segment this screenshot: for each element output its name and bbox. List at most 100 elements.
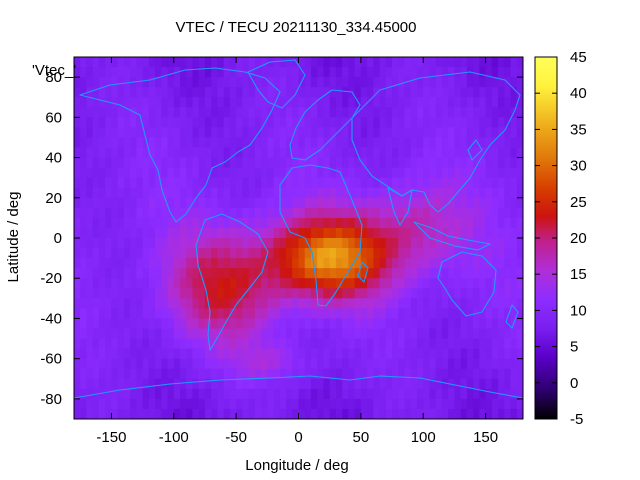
heatmap-cell bbox=[80, 187, 88, 199]
heatmap-cell bbox=[354, 127, 362, 139]
heatmap-cell bbox=[254, 197, 262, 209]
heatmap-cell bbox=[242, 248, 250, 259]
heatmap-cell bbox=[105, 358, 113, 370]
heatmap-cell bbox=[410, 67, 418, 78]
heatmap-cell bbox=[161, 368, 169, 380]
heatmap-cell bbox=[510, 127, 518, 139]
heatmap-cell bbox=[130, 408, 137, 419]
heatmap-cell bbox=[342, 308, 349, 320]
heatmap-cell bbox=[92, 378, 100, 390]
heatmap-cell bbox=[310, 358, 318, 370]
heatmap-cell bbox=[342, 217, 349, 229]
heatmap-cell bbox=[236, 197, 243, 209]
heatmap-cell bbox=[254, 328, 262, 340]
heatmap-cell bbox=[217, 177, 225, 189]
heatmap-cell bbox=[398, 87, 406, 98]
heatmap-cell bbox=[98, 288, 106, 299]
heatmap-cell bbox=[416, 378, 424, 390]
heatmap-cell bbox=[167, 57, 175, 68]
heatmap-cell bbox=[367, 268, 374, 279]
heatmap-cell bbox=[348, 258, 356, 269]
heatmap-cell bbox=[429, 348, 437, 360]
heatmap-cell bbox=[155, 227, 162, 239]
heatmap-cell bbox=[498, 97, 505, 108]
heatmap-cell bbox=[248, 278, 256, 289]
heatmap-cell bbox=[410, 408, 418, 419]
heatmap-cell bbox=[385, 67, 393, 78]
heatmap-cell bbox=[479, 167, 487, 179]
heatmap-cell bbox=[279, 368, 287, 380]
heatmap-cell bbox=[254, 67, 262, 78]
heatmap-cell bbox=[298, 308, 306, 320]
heatmap-cell bbox=[92, 238, 100, 249]
heatmap-cell bbox=[379, 268, 387, 279]
heatmap-cell bbox=[254, 238, 262, 249]
heatmap-cell bbox=[229, 238, 237, 249]
heatmap-cell bbox=[498, 348, 505, 360]
heatmap-cell bbox=[117, 207, 125, 219]
heatmap-cell bbox=[242, 217, 250, 229]
heatmap-cell bbox=[348, 77, 356, 88]
heatmap-cell bbox=[248, 207, 256, 219]
heatmap-cell bbox=[416, 248, 424, 259]
heatmap-cell bbox=[279, 157, 287, 169]
heatmap-cell bbox=[516, 308, 523, 320]
colorbar-tick-label: 25 bbox=[570, 194, 587, 211]
heatmap-cell bbox=[317, 348, 325, 360]
heatmap-cell bbox=[292, 67, 300, 78]
heatmap-cell bbox=[498, 378, 505, 390]
heatmap-cell bbox=[448, 358, 456, 370]
heatmap-cell bbox=[105, 388, 113, 400]
heatmap-cell bbox=[473, 278, 480, 289]
heatmap-cell bbox=[292, 177, 300, 189]
heatmap-cell bbox=[498, 288, 505, 299]
heatmap-cell bbox=[516, 97, 523, 108]
heatmap-cell bbox=[329, 67, 337, 78]
heatmap-cell bbox=[367, 278, 374, 289]
heatmap-cell bbox=[186, 57, 194, 68]
heatmap-cell bbox=[229, 57, 237, 68]
heatmap-cell bbox=[379, 338, 387, 350]
heatmap-cell bbox=[498, 127, 505, 139]
heatmap-cell bbox=[148, 157, 156, 169]
heatmap-cell bbox=[466, 238, 474, 249]
heatmap-cell bbox=[429, 57, 437, 68]
heatmap-cell bbox=[254, 77, 262, 88]
heatmap-cell bbox=[198, 258, 206, 269]
heatmap-cell bbox=[130, 177, 137, 189]
heatmap-cell bbox=[454, 318, 462, 330]
heatmap-cell bbox=[248, 107, 256, 118]
heatmap-cell bbox=[173, 217, 181, 229]
heatmap-cell bbox=[142, 57, 150, 68]
heatmap-cell bbox=[80, 258, 88, 269]
heatmap-cell bbox=[491, 167, 499, 179]
heatmap-cell bbox=[211, 147, 219, 159]
heatmap-cell bbox=[360, 328, 368, 340]
heatmap-cell bbox=[348, 67, 356, 78]
heatmap-cell bbox=[117, 117, 125, 128]
x-tick-label: 150 bbox=[473, 429, 498, 446]
heatmap-cell bbox=[317, 238, 325, 249]
heatmap-cell bbox=[323, 57, 331, 68]
heatmap-cell bbox=[180, 97, 187, 108]
heatmap-cell bbox=[117, 378, 125, 390]
heatmap-cell bbox=[173, 318, 181, 330]
heatmap-cell bbox=[186, 67, 194, 78]
heatmap-cell bbox=[242, 177, 250, 189]
heatmap-cell bbox=[498, 117, 505, 128]
heatmap-cell bbox=[392, 217, 399, 229]
heatmap-cell bbox=[186, 318, 194, 330]
heatmap-cell bbox=[441, 308, 449, 320]
heatmap-cell bbox=[74, 217, 81, 229]
heatmap-cell bbox=[429, 207, 437, 219]
heatmap-cell bbox=[186, 157, 194, 169]
heatmap-cell bbox=[86, 258, 94, 269]
heatmap-cell bbox=[379, 207, 387, 219]
heatmap-cell bbox=[180, 137, 187, 149]
heatmap-cell bbox=[261, 177, 268, 189]
heatmap-cell bbox=[454, 398, 462, 410]
heatmap-cell bbox=[123, 107, 131, 118]
heatmap-cell bbox=[304, 117, 312, 128]
heatmap-cell bbox=[180, 308, 187, 320]
heatmap-cell bbox=[379, 57, 387, 68]
